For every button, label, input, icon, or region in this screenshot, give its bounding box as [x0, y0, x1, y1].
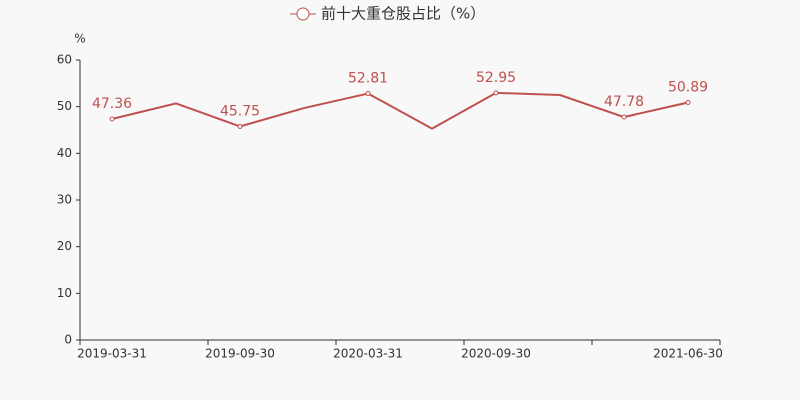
point [685, 100, 691, 106]
y-tick-label: 60 [57, 53, 72, 67]
y-tick-label: 0 [64, 333, 72, 347]
data-label: 45.75 [220, 104, 260, 120]
x-tick-label: 2020-03-31 [333, 347, 403, 361]
point [109, 116, 115, 122]
data-label: 47.78 [604, 94, 644, 110]
x-tick-label: 2019-03-31 [77, 347, 147, 361]
y-tick-label: 50 [57, 99, 72, 113]
y-tick-label: 40 [57, 146, 72, 160]
x-tick-label: 2020-09-30 [461, 347, 531, 361]
data-label: 52.81 [348, 71, 388, 87]
point [621, 114, 627, 120]
line [111, 91, 689, 130]
y-tick-label: 20 [57, 239, 72, 253]
legend-marker [296, 7, 310, 21]
point [365, 91, 371, 97]
y-tick-label: 30 [57, 193, 72, 207]
data-label: 50.89 [668, 80, 708, 96]
x-tick-label: 2019-09-30 [205, 347, 275, 361]
x-tick-label: 2021-06-30 [653, 347, 723, 361]
data-label: 47.36 [92, 96, 132, 112]
point [493, 90, 499, 96]
y-axis-label: % [74, 32, 85, 46]
point [237, 124, 243, 129]
y-tick-label: 10 [57, 286, 72, 300]
data-label: 52.95 [476, 70, 516, 86]
legend-label: 前十大重仓股占比（%） [321, 5, 485, 23]
